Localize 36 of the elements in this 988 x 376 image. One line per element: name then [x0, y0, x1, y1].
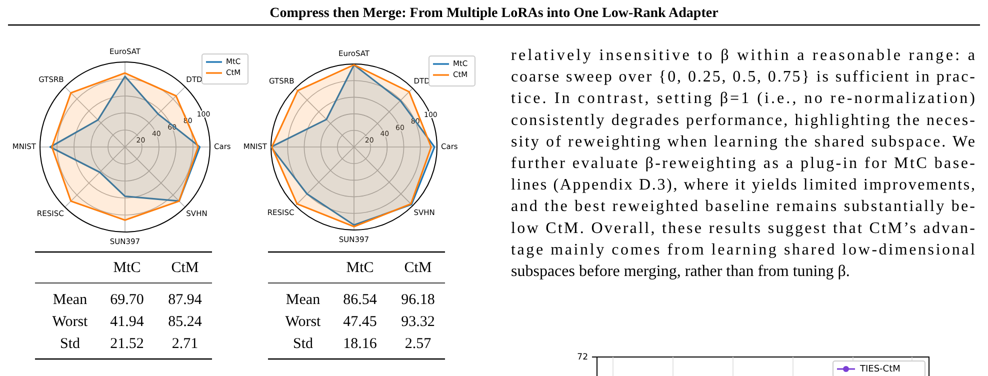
text: subspaces before merging, rather than from tuning β. — [511, 263, 850, 280]
text: 47.45 — [343, 314, 377, 330]
text: 93.32 — [401, 314, 435, 330]
text: tice. In contrast, setting β=1 (i.e., no re-normalization) — [511, 90, 975, 108]
text: 69.70 — [110, 292, 144, 308]
text: 85.24 — [168, 314, 202, 330]
text: 87.94 — [168, 292, 202, 308]
text: MtC — [113, 260, 141, 276]
text: CtM — [404, 260, 432, 276]
text: 18.16 — [343, 336, 378, 352]
text: Mean — [286, 292, 321, 308]
text: Std — [60, 336, 80, 352]
text: tage mainly comes from learning shared low-dimensional — [511, 241, 976, 258]
text: Mean — [52, 292, 88, 308]
text: MtC — [346, 260, 374, 276]
text: CtM — [171, 260, 199, 276]
text: Worst — [285, 314, 322, 330]
text: Compress then Merge: From Multiple LoRAs into One Low-Rank Adapter — [270, 6, 718, 21]
text: sity of reweighting when learning the shared subspace. We — [511, 133, 975, 150]
text: 2.57 — [404, 336, 432, 352]
text: 21.52 — [110, 336, 144, 352]
text: further evaluate β-reweighting as a plug-in for MtC base- — [511, 155, 975, 172]
text: 41.94 — [110, 314, 144, 330]
text: consistently degrades performance, highlighting the neces- — [511, 112, 975, 129]
text: relatively insensitive to β within a reasonable range: a — [511, 47, 975, 64]
text: 72 — [577, 352, 588, 362]
text: 96.18 — [401, 292, 435, 308]
text: low CtM. Overall, these results suggest that CtM’s advan- — [511, 220, 975, 237]
text: Worst — [52, 314, 89, 330]
text: and the best reweighted baseline remains substantially be- — [511, 198, 975, 216]
text: 86.54 — [343, 292, 378, 308]
text: lines (Appendix D.3), where it yields limited improvements, — [511, 176, 975, 194]
text: coarse sweep over {0, 0.25, 0.5, 0.75} is sufficient in prac- — [511, 68, 975, 86]
text: TIES-CtM — [859, 364, 900, 374]
text: Std — [292, 336, 314, 352]
text: 2.71 — [172, 336, 198, 352]
